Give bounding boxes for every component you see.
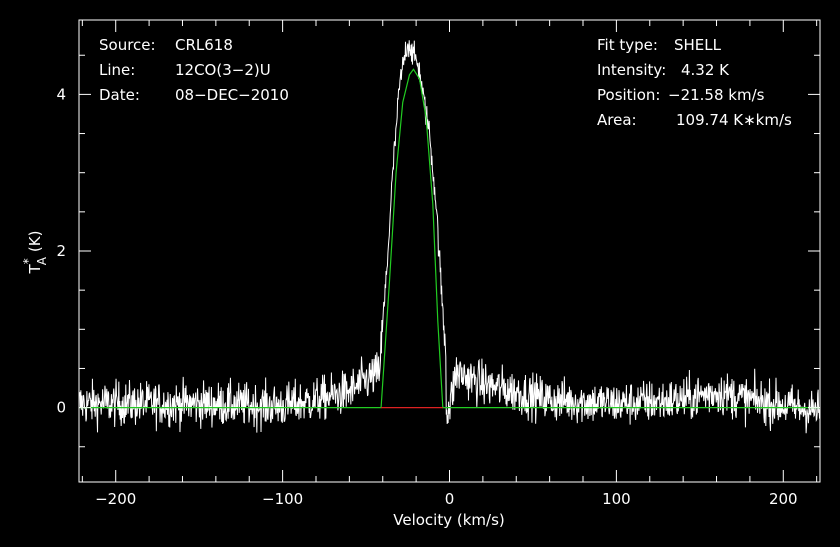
fit-curve xyxy=(79,68,820,409)
info-line-value: 12CO(3−2)U xyxy=(175,61,271,79)
y-axis-label: T*A (K) xyxy=(21,231,49,275)
y-axis-label-sup: * xyxy=(21,258,35,264)
info-source-value: CRL618 xyxy=(175,36,233,54)
y-tick-label: 0 xyxy=(56,399,66,417)
y-axis-label-unit: (K) xyxy=(26,231,44,253)
x-tick-label: 200 xyxy=(769,490,798,508)
info-date-key: Date: xyxy=(99,86,140,104)
svg-text:T*A(K): T*A (K) xyxy=(21,231,49,275)
x-tick-label: −100 xyxy=(262,490,303,508)
info-position-value: −21.58 km/s xyxy=(668,86,765,104)
spectrum-trace xyxy=(79,40,820,434)
y-tick-label: 2 xyxy=(56,242,66,260)
info-intensity-key: Intensity: xyxy=(597,61,666,79)
x-axis-label: Velocity (km/s) xyxy=(393,511,504,529)
info-source-key: Source: xyxy=(99,36,156,54)
info-date-value: 08−DEC−2010 xyxy=(175,86,289,104)
info-line-key: Line: xyxy=(99,61,135,79)
axis-ticks xyxy=(79,20,820,482)
x-tick-label: 0 xyxy=(445,490,455,508)
x-tick-label: −200 xyxy=(95,490,136,508)
x-tick-label: 100 xyxy=(602,490,631,508)
info-intensity-value: 4.32 K xyxy=(681,61,730,79)
info-area-key: Area: xyxy=(597,111,637,129)
y-axis-label-main: T xyxy=(26,263,44,274)
info-left: Source: CRL618 Line: 12CO(3−2)U Date: 08… xyxy=(99,36,289,104)
info-position-key: Position: xyxy=(597,86,660,104)
info-fit-type-value: SHELL xyxy=(674,36,722,54)
info-right: Fit type: SHELL Intensity: 4.32 K Positi… xyxy=(597,36,792,129)
info-area-value: 109.74 K∗km/s xyxy=(676,111,792,129)
y-tick-label: 4 xyxy=(56,85,66,103)
y-axis-label-sub: A xyxy=(35,256,49,265)
info-fit-type-key: Fit type: xyxy=(597,36,658,54)
